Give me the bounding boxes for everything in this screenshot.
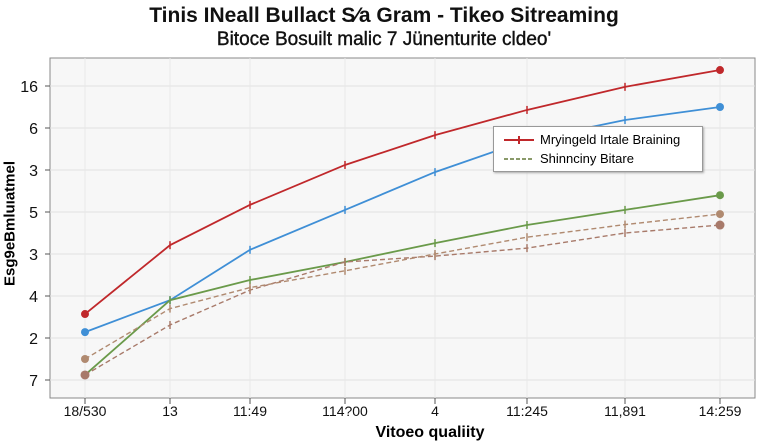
y-tick-label: 16 (20, 79, 38, 96)
data-point (716, 66, 724, 75)
series-line-4 (84, 213, 721, 360)
series-line-2 (84, 194, 721, 376)
y-tick-label: 3 (29, 163, 38, 180)
legend-item: Mryingeld Irtale Braining (504, 132, 680, 147)
plot-area (49, 57, 756, 399)
y-axis-label: Esg9eBmluıatmel (1, 160, 19, 287)
legend-swatch-green (504, 157, 534, 160)
data-point (716, 210, 724, 219)
y-tick-label: 5 (29, 205, 38, 222)
y-tick-label: 2 (29, 331, 38, 348)
data-point (81, 310, 89, 319)
data-point (716, 103, 724, 111)
y-tick-label: 4 (29, 289, 38, 306)
data-point (715, 220, 725, 230)
data-point (80, 370, 90, 380)
legend: Mryingeld Irtale Braining Shinnciny Bita… (493, 126, 703, 172)
x-tick-label: 11:49 (233, 403, 267, 419)
series-line-0 (84, 69, 721, 315)
legend-label: Shinnciny Bitare (540, 151, 634, 166)
x-tick-label: 14:259 (699, 403, 742, 419)
data-point (81, 355, 89, 363)
data-point (81, 328, 89, 337)
legend-swatch-red (504, 135, 534, 144)
y-tick-label: 7 (29, 373, 38, 390)
legend-label: Mryingeld Irtale Braining (540, 132, 681, 147)
y-tick-label: 6 (29, 121, 38, 138)
x-tick-label: 13 (162, 403, 178, 419)
data-point (716, 191, 724, 200)
chart-title: Tinis INeall Bullact S⁄a Gram - Tikeo Si… (149, 4, 619, 27)
x-tick-label: 4 (431, 403, 439, 419)
series-line-1 (84, 106, 721, 333)
legend-item: Shinnciny Bitare (504, 151, 634, 166)
x-tick-label: 11:245 (506, 403, 548, 419)
x-tick-label: 114?00 (322, 403, 368, 419)
chart-subtitle: Bitoce Bosuilt malic 7 Jünenturite cldeo… (216, 29, 552, 50)
series-line-3 (84, 224, 721, 376)
x-axis-label: Vitoeo qualiity (375, 424, 485, 441)
x-tick-label: 11,891 (604, 403, 646, 419)
x-tick-label: 18/530 (64, 403, 107, 419)
y-tick-label: 3 (29, 247, 38, 264)
